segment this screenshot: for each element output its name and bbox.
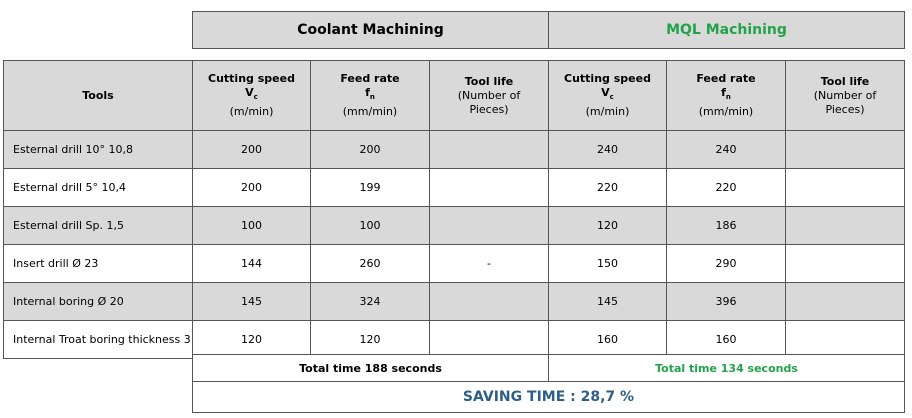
header-title: Cutting speed xyxy=(208,72,295,86)
header-title: Tool life xyxy=(464,74,514,88)
tool-name-cell: Internal Troat boring thickness 3 xyxy=(3,320,193,359)
mql-cutting-speed-cell: 220 xyxy=(548,168,667,207)
tools-header-label: Tools xyxy=(82,88,114,102)
header-symbol: Vc xyxy=(245,86,258,102)
mql-cutting-speed-cell: 120 xyxy=(548,206,667,245)
coolant-tool-life-cell xyxy=(429,282,549,321)
header-symbol: Vc xyxy=(601,86,614,102)
header-symbol: fn xyxy=(721,86,731,102)
header-unit: (m/min) xyxy=(585,104,630,118)
coolant-feed-rate-cell: 120 xyxy=(310,320,430,359)
coolant-cutting-speed-header: Cutting speed Vc (m/min) xyxy=(192,60,311,131)
tools-column-header: Tools xyxy=(3,60,193,131)
coolant-tool-life-cell xyxy=(429,206,549,245)
coolant-total-time: Total time 188 seconds xyxy=(192,354,549,382)
mql-machining-header: MQL Machining xyxy=(548,11,905,49)
tool-name-cell: Esternal drill 10° 10,8 xyxy=(3,130,193,169)
mql-tool-life-cell xyxy=(785,130,905,169)
header-title: Feed rate xyxy=(696,72,756,86)
coolant-tool-life-cell: - xyxy=(429,244,549,283)
tool-name-cell: Esternal drill Sp. 1,5 xyxy=(3,206,193,245)
header-line: (Number of xyxy=(813,88,877,102)
mql-tool-life-cell xyxy=(785,282,905,321)
coolant-cutting-speed-cell: 144 xyxy=(192,244,311,283)
coolant-feed-rate-cell: 100 xyxy=(310,206,430,245)
header-title: Cutting speed xyxy=(564,72,651,86)
header-unit: (mm/min) xyxy=(698,104,754,118)
header-title: Tool life xyxy=(820,74,870,88)
coolant-feed-rate-cell: 199 xyxy=(310,168,430,207)
mql-feed-rate-cell: 160 xyxy=(666,320,786,359)
mql-tool-life-header: Tool life (Number of Pieces) xyxy=(785,60,905,131)
coolant-tool-life-cell xyxy=(429,130,549,169)
coolant-tool-life-header: Tool life (Number of Pieces) xyxy=(429,60,549,131)
coolant-cutting-speed-cell: 100 xyxy=(192,206,311,245)
mql-cutting-speed-cell: 145 xyxy=(548,282,667,321)
header-line: (Number of xyxy=(457,88,521,102)
saving-time-summary: SAVING TIME : 28,7 % xyxy=(192,381,905,413)
header-line: Pieces) xyxy=(469,102,509,116)
header-line: Pieces) xyxy=(825,102,865,116)
mql-cutting-speed-header: Cutting speed Vc (m/min) xyxy=(548,60,667,131)
header-title: Feed rate xyxy=(340,72,400,86)
mql-cutting-speed-cell: 240 xyxy=(548,130,667,169)
tool-name-cell: Insert drill Ø 23 xyxy=(3,244,193,283)
header-symbol: fn xyxy=(365,86,375,102)
coolant-feed-rate-cell: 324 xyxy=(310,282,430,321)
mql-tool-life-cell xyxy=(785,244,905,283)
header-unit: (m/min) xyxy=(229,104,274,118)
coolant-cutting-speed-cell: 145 xyxy=(192,282,311,321)
mql-tool-life-cell xyxy=(785,206,905,245)
coolant-cutting-speed-cell: 200 xyxy=(192,130,311,169)
mql-feed-rate-cell: 290 xyxy=(666,244,786,283)
coolant-feed-rate-header: Feed rate fn (mm/min) xyxy=(310,60,430,131)
tool-name-cell: Esternal drill 5° 10,4 xyxy=(3,168,193,207)
mql-total-time: Total time 134 seconds xyxy=(548,354,905,382)
header-unit: (mm/min) xyxy=(342,104,398,118)
coolant-cutting-speed-cell: 200 xyxy=(192,168,311,207)
coolant-feed-rate-cell: 260 xyxy=(310,244,430,283)
coolant-machining-header: Coolant Machining xyxy=(192,11,549,49)
coolant-feed-rate-cell: 200 xyxy=(310,130,430,169)
mql-feed-rate-cell: 240 xyxy=(666,130,786,169)
mql-feed-rate-header: Feed rate fn (mm/min) xyxy=(666,60,786,131)
mql-tool-life-cell xyxy=(785,168,905,207)
mql-feed-rate-cell: 220 xyxy=(666,168,786,207)
mql-feed-rate-cell: 186 xyxy=(666,206,786,245)
mql-feed-rate-cell: 396 xyxy=(666,282,786,321)
coolant-tool-life-cell xyxy=(429,168,549,207)
tool-name-cell: Internal boring Ø 20 xyxy=(3,282,193,321)
coolant-tool-life-cell xyxy=(429,320,549,359)
mql-cutting-speed-cell: 150 xyxy=(548,244,667,283)
